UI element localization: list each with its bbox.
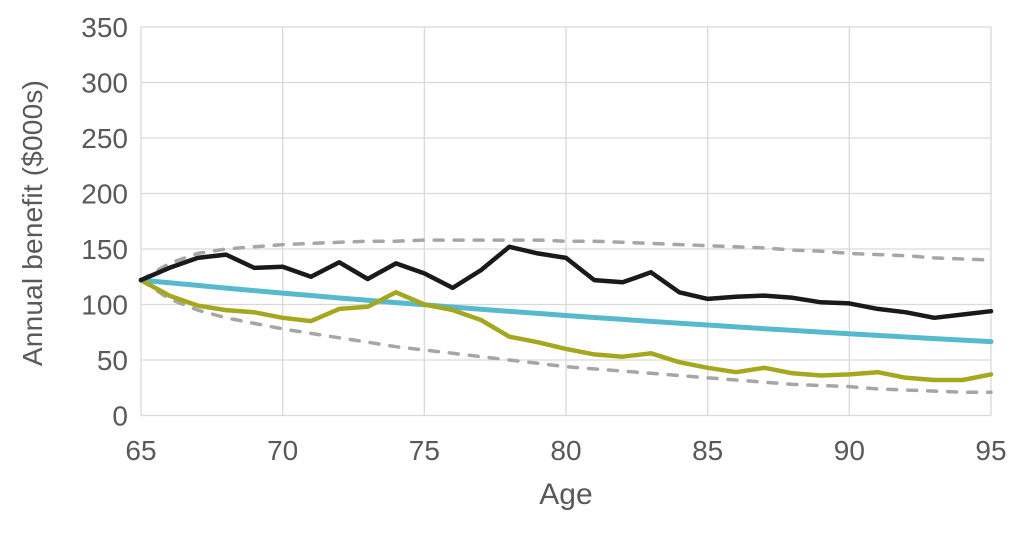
x-tick-label: 80: [550, 435, 581, 466]
series-upper-dashed-band: [139, 238, 993, 282]
y-tick-label: 300: [81, 68, 128, 99]
series-olive-solid-line: [138, 277, 994, 383]
series-teal-straight-line: [138, 277, 994, 345]
y-tick-label: 350: [81, 12, 128, 43]
y-axis-title: Annual benefit ($000s): [17, 79, 48, 367]
x-tick-label: 65: [125, 435, 156, 466]
y-tick-label: 150: [81, 234, 128, 265]
y-tick-label: 200: [81, 179, 128, 210]
x-axis-title: Age: [539, 478, 593, 511]
x-tick-label: 95: [975, 435, 1006, 466]
series-black-solid-line: [138, 244, 994, 321]
y-tick-label: 50: [97, 345, 128, 376]
x-tick-label: 85: [692, 435, 723, 466]
y-tick-label: 0: [112, 401, 128, 432]
series-lower-dashed-band: [139, 278, 993, 394]
x-tick-label: 75: [409, 435, 440, 466]
y-tick-label: 250: [81, 123, 128, 154]
x-tick-label: 90: [834, 435, 865, 466]
x-tick-label: 70: [267, 435, 298, 466]
y-tick-label: 100: [81, 290, 128, 321]
